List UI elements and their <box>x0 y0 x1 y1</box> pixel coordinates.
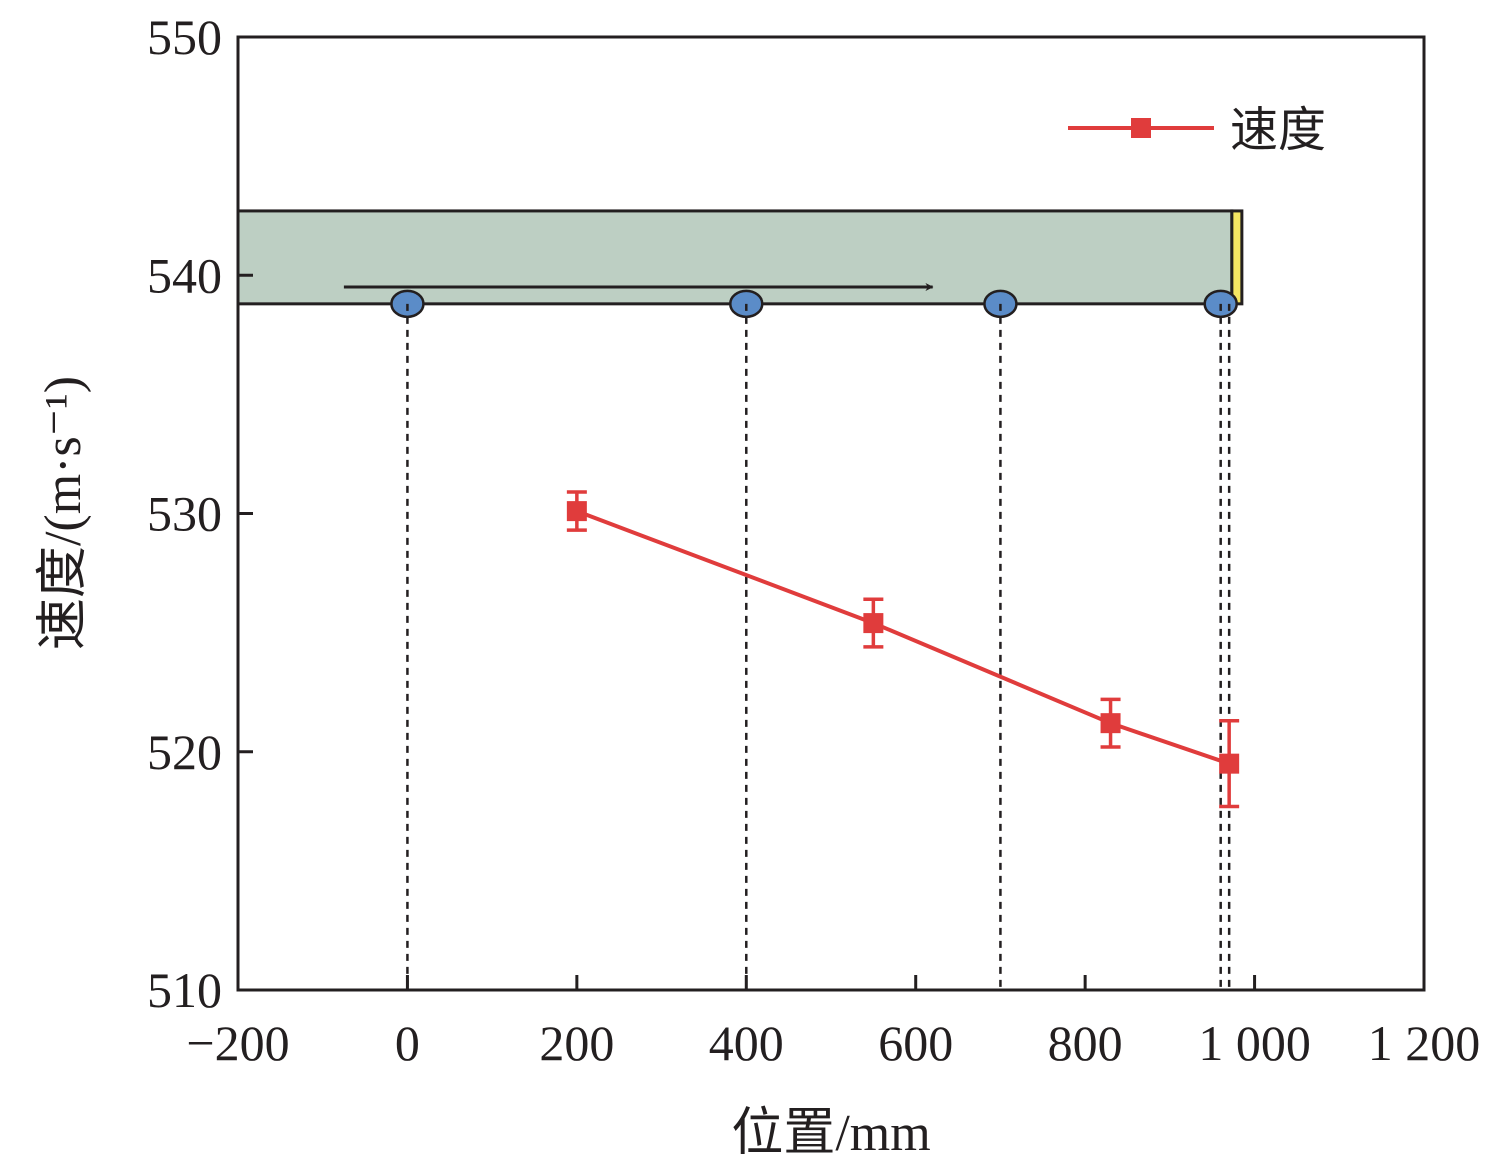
y-tick-label: 520 <box>147 724 222 780</box>
data-point <box>566 501 587 522</box>
x-tick-label: 600 <box>878 1015 953 1071</box>
x-tick-label: 1 000 <box>1198 1015 1311 1071</box>
plot-frame <box>236 35 1426 992</box>
y-tick-label: 540 <box>147 247 222 303</box>
schematic-bar <box>236 209 1234 306</box>
legend-label: 速度 <box>1230 102 1326 158</box>
x-tick-label: 800 <box>1048 1015 1123 1071</box>
x-tick-label: 400 <box>709 1015 784 1071</box>
legend-marker <box>1131 118 1151 138</box>
legend: 速度 <box>1068 102 1326 158</box>
y-axis-title: 速度/(m·s⁻¹) <box>35 376 92 650</box>
schematic <box>236 209 1244 319</box>
y-tick-label: 530 <box>147 486 222 542</box>
x-tick-label: −200 <box>186 1015 289 1071</box>
y-tick-label: 550 <box>147 9 222 65</box>
data-point <box>1100 713 1121 734</box>
x-tick-label: 200 <box>539 1015 614 1071</box>
data-point <box>863 613 884 634</box>
x-axis-title: 位置/mm <box>731 1105 930 1162</box>
schematic-end-cap <box>1230 209 1244 306</box>
series-line <box>576 509 1230 766</box>
sensor-guide-lines <box>406 303 1231 990</box>
axis-ticks <box>236 35 1426 992</box>
series <box>566 490 1240 809</box>
x-tick-label: 0 <box>395 1015 420 1071</box>
data-point <box>1219 753 1240 774</box>
x-tick-label: 1 200 <box>1368 1015 1481 1071</box>
y-tick-label: 510 <box>147 962 222 1018</box>
tick-labels: −200 0 200 400 600 800 1 000 1 200 510 520 530 540 5… <box>147 9 1480 1071</box>
